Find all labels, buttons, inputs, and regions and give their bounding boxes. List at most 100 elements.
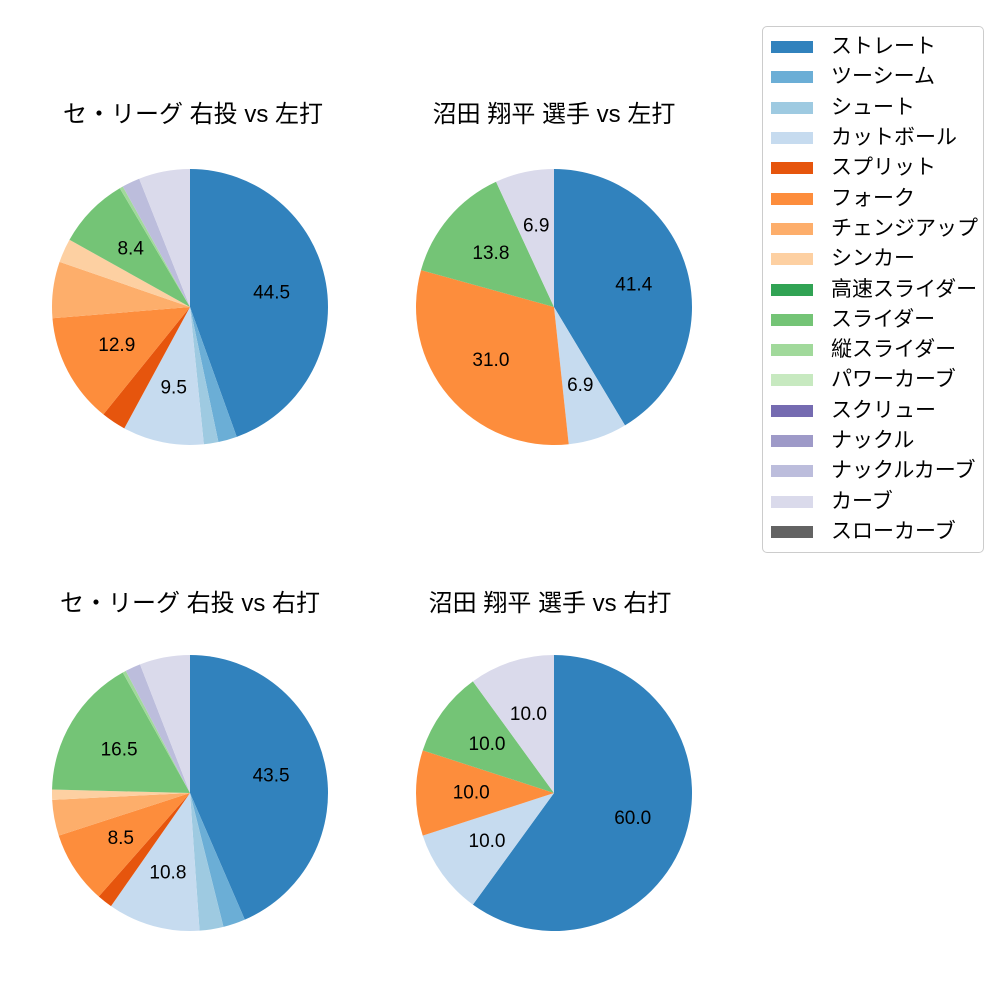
pie-value-label-カットボール: 10.8 xyxy=(149,862,186,883)
pie-slice-フォーク xyxy=(416,270,569,445)
legend-item-チェンジアップ: チェンジアップ xyxy=(771,214,983,244)
pie-value-label-カーブ: 10.0 xyxy=(510,704,547,725)
legend-item-ストレート: ストレート xyxy=(771,32,983,62)
legend-item-カットボール: カットボール xyxy=(771,123,983,153)
pie-slice-シュート xyxy=(190,307,219,445)
legend-swatch-ストレート xyxy=(771,41,813,54)
pie-slice-カーブ xyxy=(139,169,190,307)
pie-value-label-フォーク: 10.0 xyxy=(453,783,490,804)
legend-item-縦スライダー: 縦スライダー xyxy=(771,335,983,365)
legend-label: シュート xyxy=(831,95,915,119)
legend-swatch-チェンジアップ xyxy=(771,222,813,235)
pie-slice-チェンジアップ xyxy=(52,793,190,836)
pie-chart-numata-vs-right: 60.010.010.010.010.0 xyxy=(415,655,693,931)
legend-swatch-パワーカーブ xyxy=(771,374,813,387)
legend-item-高速スライダー: 高速スライダー xyxy=(771,274,983,304)
pie-value-label-フォーク: 31.0 xyxy=(472,350,509,371)
pie-slice-ストレート xyxy=(190,655,329,920)
legend-label: ナックルカーブ xyxy=(831,459,976,483)
legend-box: ストレートツーシームシュートカットボールスプリットフォークチェンジアップシンカー… xyxy=(762,26,984,554)
legend-swatch-シュート xyxy=(771,101,813,114)
legend-label: シンカー xyxy=(831,247,915,271)
legend-swatch-フォーク xyxy=(771,192,813,205)
pie-slice-カットボール xyxy=(111,793,200,931)
chart-title-numata-vs-left: 沼田 翔平 選手 vs 左打 xyxy=(432,101,676,128)
pie-slice-縦スライダー xyxy=(119,186,190,307)
legend-label: フォーク xyxy=(831,186,915,210)
pie-slice-シンカー xyxy=(51,789,190,800)
legend-swatch-スライダー xyxy=(771,313,813,326)
chart-title-numata-vs-right: 沼田 翔平 選手 vs 右打 xyxy=(428,590,672,617)
legend-label: 高速スライダー xyxy=(831,277,978,301)
pie-slice-縦スライダー xyxy=(122,670,190,793)
pie-slice-カーブ xyxy=(472,655,554,793)
pie-slice-スライダー xyxy=(69,188,190,307)
pie-slice-スプリット xyxy=(98,793,190,907)
legend-label: スローカーブ xyxy=(831,519,956,543)
pie-value-label-カットボール: 9.5 xyxy=(160,378,186,399)
legend-label: スクリュー xyxy=(831,398,936,422)
legend-label: カーブ xyxy=(831,489,893,513)
pie-value-label-スライダー: 8.4 xyxy=(117,239,144,260)
pie-slice-カットボール xyxy=(422,793,554,905)
pie-value-label-スライダー: 16.5 xyxy=(101,740,138,761)
pie-slice-フォーク xyxy=(58,793,190,897)
legend-swatch-ナックル xyxy=(771,435,813,447)
chart-title-ce-league-right-vs-left: セ・リーグ 右投 vs 左打 xyxy=(62,101,323,128)
pie-slice-ストレート xyxy=(472,655,693,931)
legend-swatch-ツーシーム xyxy=(771,71,813,84)
legend-item-スライダー: スライダー xyxy=(771,305,983,335)
legend-label: パワーカーブ xyxy=(831,368,956,392)
pie-value-label-カーブ: 6.9 xyxy=(523,216,549,237)
pie-slice-カーブ xyxy=(140,655,190,793)
pie-chart-ce-league-right-vs-left: 44.5 9.5 12.9 8.4 xyxy=(51,169,328,445)
legend-swatch-高速スライダー xyxy=(771,283,813,296)
pie-slice-シュート xyxy=(190,793,224,931)
pie-slice-ナックルカーブ xyxy=(125,664,190,793)
pie-slice-カットボール xyxy=(554,307,625,445)
pie-slice-スライダー xyxy=(52,672,190,793)
pie-slice-ツーシーム xyxy=(190,793,245,927)
legend-label: ツーシーム xyxy=(831,65,935,89)
pie-slice-カーブ xyxy=(496,169,554,307)
pie-slice-ストレート xyxy=(554,169,692,426)
pie-value-label-カットボール: 6.9 xyxy=(567,375,593,396)
legend-swatch-シンカー xyxy=(771,253,813,266)
legend-swatch-縦スライダー xyxy=(771,344,813,357)
legend-item-ツーシーム: ツーシーム xyxy=(771,62,983,92)
legend-item-スプリット: スプリット xyxy=(771,153,983,183)
legend-swatch-カットボール xyxy=(771,132,813,145)
pie-chart-numata-vs-left: 41.4 6.9 31.0 13.8 6.9 xyxy=(416,169,692,445)
legend-item-スクリュー: スクリュー xyxy=(771,396,983,426)
pie-slice-フォーク xyxy=(415,750,554,836)
pie-value-label-スライダー: 13.8 xyxy=(472,243,509,264)
pie-slice-カットボール xyxy=(124,307,204,445)
pie-slice-スライダー xyxy=(422,681,554,793)
legend-item-カーブ: カーブ xyxy=(771,486,983,516)
legend-item-シンカー: シンカー xyxy=(771,244,983,274)
pie-value-label-ストレート: 60.0 xyxy=(614,808,651,829)
pie-slice-チェンジアップ xyxy=(51,261,190,319)
pie-value-label-カットボール: 10.0 xyxy=(469,831,506,852)
legend-swatch-カーブ xyxy=(771,495,813,508)
legend-swatch-スローカーブ xyxy=(771,525,813,538)
chart-title-ce-league-right-vs-right: セ・リーグ 右投 vs 右打 xyxy=(59,590,320,617)
pie-slice-シンカー xyxy=(59,239,190,307)
pie-slice-フォーク xyxy=(52,307,191,415)
legend-label: 縦スライダー xyxy=(831,338,957,362)
legend-swatch-スプリット xyxy=(771,162,813,175)
pie-value-label-ストレート: 43.5 xyxy=(253,766,290,787)
pie-value-label-ストレート: 41.4 xyxy=(615,274,652,295)
legend-label: スプリット xyxy=(831,156,936,180)
pie-chart-ce-league-right-vs-right: 43.5 10.8 8.5 16.5 xyxy=(51,655,329,931)
pie-value-label-フォーク: 12.9 xyxy=(98,335,135,356)
pie-slice-ツーシーム xyxy=(190,307,237,443)
legend-item-シュート: シュート xyxy=(771,93,983,123)
legend-item-パワーカーブ: パワーカーブ xyxy=(771,365,983,395)
legend-label: ストレート xyxy=(831,35,936,59)
legend-swatch-ナックルカーブ xyxy=(771,465,813,478)
pie-slice-ストレート xyxy=(190,169,328,437)
legend-item-フォーク: フォーク xyxy=(771,183,983,213)
legend-item-スローカーブ: スローカーブ xyxy=(771,517,983,547)
